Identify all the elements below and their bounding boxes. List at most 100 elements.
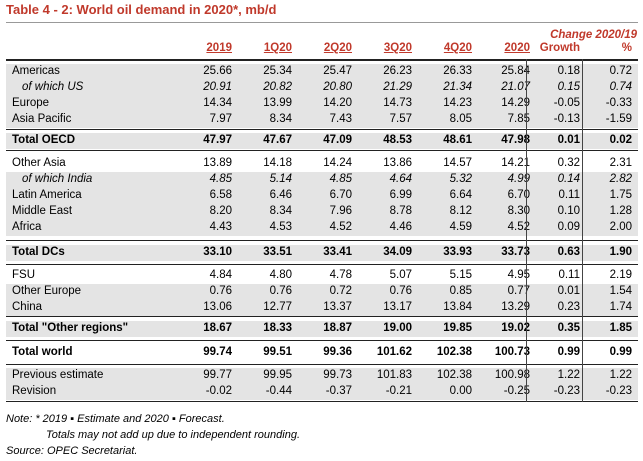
horizontal-rule — [6, 364, 638, 365]
cell-2019: 47.97 — [203, 134, 232, 146]
horizontal-rule — [6, 129, 638, 130]
horizontal-rule — [6, 150, 638, 151]
cell-1q20: 25.34 — [263, 65, 292, 77]
row-other-asia: Other Asia 13.89 14.18 14.24 13.86 14.57 14.21… — [6, 156, 638, 172]
row-label: of which India — [22, 173, 93, 185]
row-label: China — [12, 301, 43, 313]
col-header-growth: Growth — [539, 42, 580, 54]
cell-growth: 0.23 — [557, 301, 580, 313]
col-header-pct: % — [621, 42, 632, 54]
cell-4q20: 5.32 — [449, 173, 472, 185]
cell-2q20: 7.96 — [329, 205, 352, 217]
cell-2020: 100.73 — [494, 346, 530, 358]
horizontal-rule — [6, 316, 638, 317]
cell-2q20: 14.24 — [323, 157, 352, 169]
cell-4q20: 0.00 — [449, 385, 472, 397]
cell-2020: 33.73 — [501, 246, 530, 258]
cell-2019: 14.34 — [203, 97, 232, 109]
cell-1q20: 99.51 — [263, 346, 292, 358]
row-label: Africa — [12, 221, 42, 233]
cell-4q20: 102.38 — [436, 369, 472, 381]
cell-growth: 0.10 — [557, 205, 580, 217]
cell-1q20: 4.53 — [269, 221, 292, 233]
cell-2019: 6.58 — [209, 189, 232, 201]
cell-growth: 0.99 — [557, 346, 580, 358]
col-header-3q20: 3Q20 — [383, 42, 412, 54]
cell-growth: 1.22 — [557, 369, 580, 381]
cell-2020: 0.77 — [507, 285, 530, 297]
cell-3q20: 34.09 — [383, 246, 412, 258]
row-label: Asia Pacific — [12, 113, 72, 125]
cell-2q20: 20.80 — [323, 81, 352, 93]
cell-2q20: -0.37 — [325, 385, 352, 397]
row-fsu: FSU 4.84 4.80 4.78 5.07 5.15 4.95 0.11 2.19 — [6, 268, 638, 284]
note-source: Source: OPEC Secretariat. — [6, 445, 138, 457]
cell-growth: 0.01 — [557, 285, 580, 297]
row-label: Americas — [12, 65, 60, 77]
row-label: Previous estimate — [12, 369, 104, 381]
cell-2019: 7.97 — [209, 113, 232, 125]
cell-growth: 0.15 — [557, 81, 580, 93]
cell-2q20: 25.47 — [323, 65, 352, 77]
cell-1q20: 14.18 — [263, 157, 292, 169]
table-title: Table 4 - 2: World oil demand in 2020*, … — [6, 2, 277, 17]
cell-1q20: 33.51 — [263, 246, 292, 258]
cell-pct: 2.19 — [609, 269, 632, 281]
cell-growth: -0.05 — [553, 97, 580, 109]
column-divider — [526, 59, 527, 402]
cell-pct: 1.90 — [609, 246, 632, 258]
row-total-world: Total world 99.74 99.51 99.36 101.62 102.38 10… — [6, 345, 638, 361]
cell-2020: 13.29 — [501, 301, 530, 313]
cell-growth: 0.14 — [557, 173, 580, 185]
column-divider — [582, 59, 583, 402]
cell-4q20: 33.93 — [443, 246, 472, 258]
row-middle-east: Middle East 8.20 8.34 7.96 8.78 8.12 8.30 0.10 1… — [6, 204, 638, 220]
cell-1q20: 0.76 — [269, 285, 292, 297]
cell-2019: 4.43 — [209, 221, 232, 233]
cell-pct: 1.85 — [609, 322, 632, 334]
cell-4q20: 14.57 — [443, 157, 472, 169]
cell-4q20: 8.05 — [449, 113, 472, 125]
cell-1q20: 6.46 — [269, 189, 292, 201]
cell-growth: 0.01 — [557, 134, 580, 146]
row-label: of which US — [22, 81, 84, 93]
cell-4q20: 6.64 — [449, 189, 472, 201]
cell-growth: 0.35 — [557, 322, 580, 334]
cell-2q20: 33.41 — [323, 246, 352, 258]
row-india: of which India 4.85 5.14 4.85 4.64 5.32 4.99 0.… — [6, 172, 638, 188]
cell-2q20: 7.43 — [329, 113, 352, 125]
cell-4q20: 102.38 — [436, 346, 472, 358]
cell-growth: -0.13 — [553, 113, 580, 125]
cell-3q20: 6.99 — [389, 189, 412, 201]
cell-pct: -0.33 — [605, 97, 632, 109]
cell-4q20: 13.84 — [443, 301, 472, 313]
cell-pct: 2.82 — [609, 173, 632, 185]
row-china: China 13.06 12.77 13.37 13.17 13.84 13.29 0.23 1… — [6, 300, 638, 316]
cell-2q20: 6.70 — [329, 189, 352, 201]
cell-pct: 0.02 — [609, 134, 632, 146]
row-label: Middle East — [12, 205, 73, 217]
cell-2020: 14.21 — [501, 157, 530, 169]
cell-2019: 33.10 — [203, 246, 232, 258]
col-header-4q20: 4Q20 — [443, 42, 472, 54]
cell-pct: 1.75 — [609, 189, 632, 201]
cell-pct: 1.54 — [609, 285, 632, 297]
cell-2020: 4.99 — [507, 173, 530, 185]
cell-4q20: 5.15 — [449, 269, 472, 281]
cell-4q20: 26.33 — [443, 65, 472, 77]
cell-1q20: 5.14 — [269, 173, 292, 185]
cell-3q20: 21.29 — [383, 81, 412, 93]
cell-3q20: 101.62 — [376, 346, 412, 358]
cell-pct: -1.59 — [605, 113, 632, 125]
cell-2020: 4.95 — [507, 269, 530, 281]
cell-2020: 7.85 — [507, 113, 530, 125]
row-europe: Europe 14.34 13.99 14.20 14.73 14.23 14.29 -0.0… — [6, 96, 638, 112]
horizontal-rule — [6, 340, 638, 341]
cell-3q20: 7.57 — [389, 113, 412, 125]
cell-2019: 8.20 — [209, 205, 232, 217]
cell-3q20: -0.21 — [385, 385, 412, 397]
cell-pct: 2.31 — [609, 157, 632, 169]
row-label: Total OECD — [12, 134, 76, 146]
row-label: FSU — [12, 269, 35, 281]
cell-1q20: -0.44 — [265, 385, 292, 397]
